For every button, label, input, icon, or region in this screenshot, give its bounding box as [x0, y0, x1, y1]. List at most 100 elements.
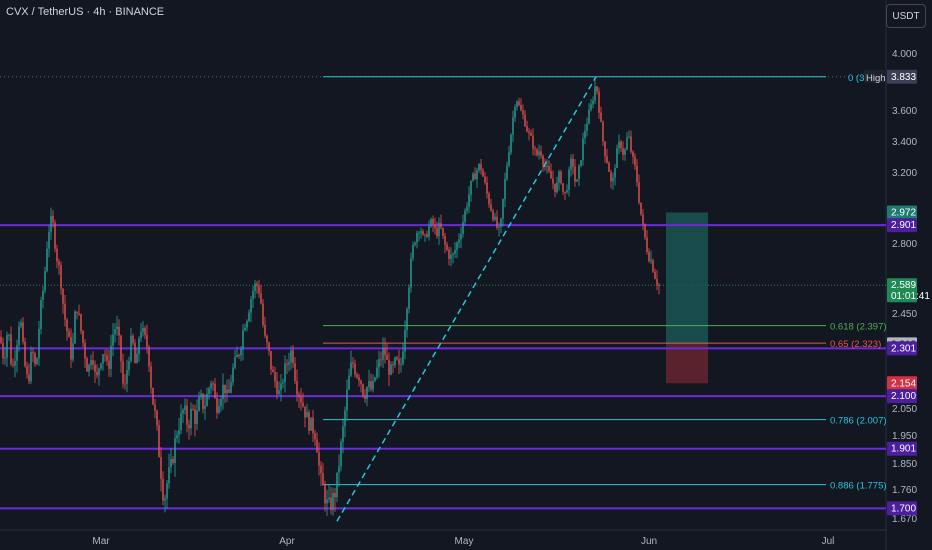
candle-body: [214, 383, 216, 398]
fib-level-label: 0 (3.: [848, 73, 867, 84]
y-axis-tick-label: 1.670: [892, 514, 917, 525]
candle-body: [604, 141, 606, 157]
candle-body: [130, 335, 132, 361]
candle-body: [600, 112, 602, 122]
candle-body: [108, 360, 110, 369]
countdown-label: 01:01:41: [891, 291, 930, 302]
candle-body: [296, 381, 298, 395]
candle-body: [556, 182, 558, 193]
trendline[interactable]: [336, 76, 597, 522]
candle-body: [18, 326, 20, 346]
candle-body: [634, 156, 636, 166]
candle-body: [366, 387, 368, 399]
candle-body: [454, 249, 456, 254]
candle-body: [472, 173, 474, 181]
candle-body: [20, 322, 22, 327]
candle-body: [564, 191, 566, 193]
candle-body: [348, 375, 350, 390]
candle-body: [74, 311, 76, 344]
candle-body: [180, 413, 182, 431]
candle-body: [330, 497, 332, 510]
candle-body: [172, 459, 174, 463]
price-badge: [887, 441, 917, 456]
currency-button[interactable]: USDT: [886, 4, 926, 28]
candle-body: [126, 370, 128, 384]
candle-body: [574, 166, 576, 182]
candle-body: [404, 330, 406, 352]
candle-body: [250, 299, 252, 313]
candle-body: [338, 466, 340, 473]
candle-body: [436, 228, 438, 237]
candle-body: [284, 363, 286, 383]
candle-body: [418, 232, 420, 234]
y-axis-tick-label: 4.000: [892, 49, 917, 60]
candle-body: [24, 341, 26, 366]
candle-body: [274, 372, 276, 382]
candle-body: [522, 110, 524, 115]
candle-body: [386, 354, 388, 360]
candle-body: [308, 412, 310, 431]
candle-body: [12, 364, 14, 366]
candle-body: [8, 334, 10, 336]
candle-body: [182, 409, 184, 414]
candle-body: [204, 406, 206, 409]
candle-body: [642, 214, 644, 224]
candle-body: [516, 101, 518, 108]
candle-body: [194, 409, 196, 424]
candle-body: [86, 358, 88, 372]
candle-body: [392, 364, 394, 366]
candle-body: [90, 360, 92, 365]
candle-body: [610, 171, 612, 182]
price-axis[interactable]: [886, 0, 932, 550]
candle-body: [122, 361, 124, 384]
candle-body: [0, 336, 2, 343]
candle-body: [120, 335, 122, 362]
candle-body: [438, 222, 440, 237]
y-axis-tick-label: 1.950: [892, 431, 917, 442]
candle-body: [568, 169, 570, 191]
candle-body: [52, 215, 54, 223]
position-loss-zone[interactable]: [666, 344, 708, 384]
candle-body: [460, 233, 462, 240]
candle-body: [328, 497, 330, 500]
candle-body: [612, 177, 614, 182]
candle-body: [350, 362, 352, 376]
candle-body: [356, 374, 358, 378]
position-profit-zone[interactable]: [666, 212, 708, 345]
y-axis-tick-label: 2.800: [892, 239, 917, 250]
candle-body: [654, 271, 656, 279]
candle-body: [6, 335, 8, 358]
candle-body: [580, 160, 582, 167]
candle-body: [42, 290, 44, 301]
candle-body: [162, 478, 164, 501]
candle-body: [510, 134, 512, 153]
candle-body: [160, 457, 162, 479]
candle-body: [234, 357, 236, 368]
candle-body: [410, 258, 412, 288]
candle-body: [14, 360, 16, 366]
candle-body: [62, 288, 64, 304]
candle-body: [94, 364, 96, 372]
y-axis-tick-label: 1.850: [892, 459, 917, 470]
candle-body: [124, 383, 126, 385]
price-badge-value: 2.901: [891, 220, 916, 231]
candle-body: [184, 405, 186, 410]
candle-body: [396, 357, 398, 360]
candle-body: [278, 390, 280, 395]
candle-body: [458, 239, 460, 243]
candle-body: [252, 290, 254, 300]
candle-body: [174, 438, 176, 463]
candle-body: [102, 354, 104, 364]
candle-body: [414, 242, 416, 245]
candle-body: [632, 151, 634, 157]
candle-body: [648, 251, 650, 262]
candle-body: [236, 354, 238, 358]
candle-body: [592, 100, 594, 105]
candle-body: [620, 141, 622, 149]
x-axis-tick-label: Apr: [279, 536, 295, 547]
candle-body: [500, 218, 502, 227]
candle-body: [198, 396, 200, 411]
candle-body: [98, 368, 100, 376]
